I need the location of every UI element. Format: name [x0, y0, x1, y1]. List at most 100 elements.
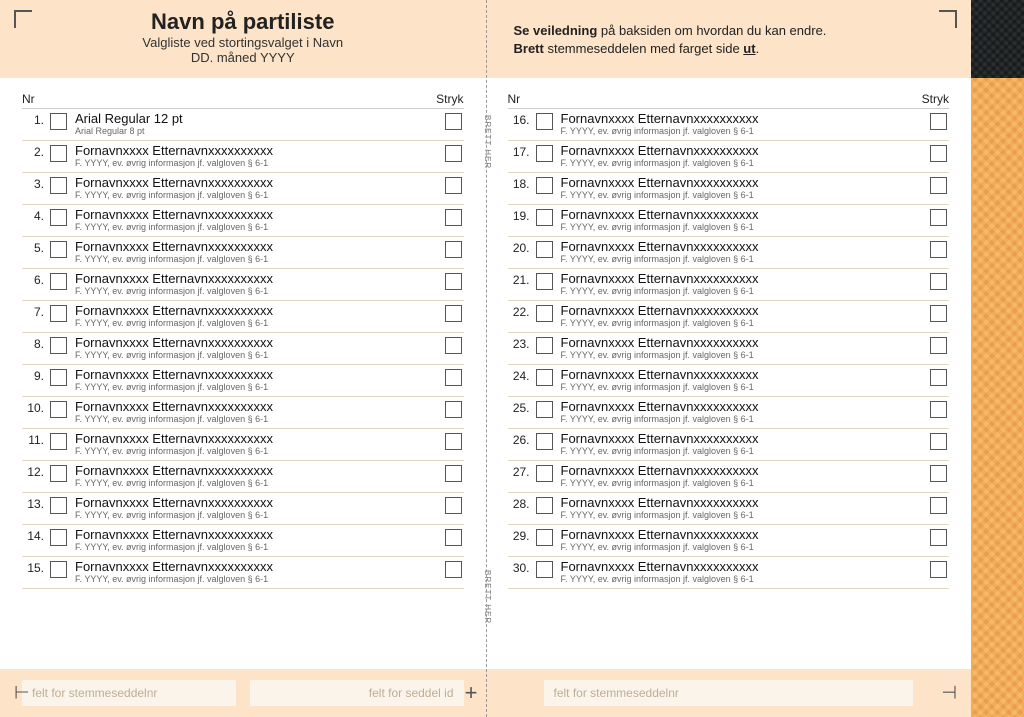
- strike-checkbox[interactable]: [930, 401, 947, 418]
- strike-checkbox[interactable]: [930, 273, 947, 290]
- personal-vote-checkbox[interactable]: [536, 241, 553, 258]
- strike-checkbox[interactable]: [930, 465, 947, 482]
- candidate-number: 6.: [22, 272, 46, 287]
- candidate-number: 16.: [508, 112, 532, 127]
- strike-checkbox[interactable]: [930, 529, 947, 546]
- candidate-name: Fornavnxxxx Etternavnxxxxxxxxxx: [561, 368, 923, 382]
- candidate-name: Fornavnxxxx Etternavnxxxxxxxxxx: [561, 240, 923, 254]
- candidate-number: 1.: [22, 112, 46, 127]
- candidate-number: 9.: [22, 368, 46, 383]
- candidate-row: 3.Fornavnxxxx EtternavnxxxxxxxxxxF. YYYY…: [22, 173, 464, 205]
- instr-text-1: på baksiden om hvordan du kan endre.: [597, 23, 826, 38]
- candidate-name: Fornavnxxxx Etternavnxxxxxxxxxx: [561, 336, 923, 350]
- candidate-row: 19.Fornavnxxxx EtternavnxxxxxxxxxxF. YYY…: [508, 205, 950, 237]
- strike-checkbox[interactable]: [930, 145, 947, 162]
- personal-vote-checkbox[interactable]: [536, 305, 553, 322]
- strike-checkbox[interactable]: [445, 497, 462, 514]
- candidate-name: Fornavnxxxx Etternavnxxxxxxxxxx: [561, 432, 923, 446]
- personal-vote-checkbox[interactable]: [50, 241, 67, 258]
- candidate-info: F. YYYY, ev. øvrig informasjon jf. valgl…: [75, 543, 437, 553]
- candidate-info: F. YYYY, ev. øvrig informasjon jf. valgl…: [75, 319, 437, 329]
- strike-checkbox[interactable]: [930, 337, 947, 354]
- strike-checkbox[interactable]: [445, 113, 462, 130]
- candidate-text: Fornavnxxxx EtternavnxxxxxxxxxxF. YYYY, …: [561, 112, 923, 137]
- personal-vote-checkbox[interactable]: [536, 177, 553, 194]
- personal-vote-checkbox[interactable]: [536, 561, 553, 578]
- candidate-name: Arial Regular 12 pt: [75, 112, 437, 126]
- personal-vote-checkbox[interactable]: [536, 113, 553, 130]
- personal-vote-checkbox[interactable]: [536, 433, 553, 450]
- candidate-number: 19.: [508, 208, 532, 223]
- personal-vote-checkbox[interactable]: [50, 305, 67, 322]
- strike-checkbox[interactable]: [445, 369, 462, 386]
- candidate-row: 12.Fornavnxxxx EtternavnxxxxxxxxxxF. YYY…: [22, 461, 464, 493]
- strike-checkbox[interactable]: [445, 241, 462, 258]
- personal-vote-checkbox[interactable]: [50, 465, 67, 482]
- personal-vote-checkbox[interactable]: [50, 369, 67, 386]
- strike-checkbox[interactable]: [930, 209, 947, 226]
- strike-checkbox[interactable]: [930, 369, 947, 386]
- plus-mark-icon: +: [465, 680, 478, 706]
- candidate-row: 16. Fornavnxxxx EtternavnxxxxxxxxxxF. YYY…: [508, 109, 950, 141]
- strike-checkbox[interactable]: [930, 305, 947, 322]
- instr-text-2: stemmeseddelen med farget side: [544, 41, 743, 56]
- personal-vote-checkbox[interactable]: [536, 209, 553, 226]
- strike-checkbox[interactable]: [445, 337, 462, 354]
- ballot-number-field: felt for stemmeseddelnr: [22, 680, 236, 706]
- candidate-number: 27.: [508, 464, 532, 479]
- candidate-info: F. YYYY, ev. øvrig informasjon jf. valgl…: [561, 255, 923, 265]
- personal-vote-checkbox[interactable]: [536, 369, 553, 386]
- candidate-info: F. YYYY, ev. øvrig informasjon jf. valgl…: [561, 383, 923, 393]
- personal-vote-checkbox[interactable]: [536, 529, 553, 546]
- strike-checkbox[interactable]: [445, 145, 462, 162]
- strike-checkbox[interactable]: [930, 113, 947, 130]
- candidate-text: Fornavnxxxx EtternavnxxxxxxxxxxF. YYYY, …: [75, 496, 437, 521]
- strike-checkbox[interactable]: [445, 433, 462, 450]
- strike-checkbox[interactable]: [445, 529, 462, 546]
- candidate-text: Fornavnxxxx EtternavnxxxxxxxxxxF. YYYY, …: [561, 560, 923, 585]
- personal-vote-checkbox[interactable]: [50, 145, 67, 162]
- strike-checkbox[interactable]: [930, 241, 947, 258]
- personal-vote-checkbox[interactable]: [50, 529, 67, 546]
- personal-vote-checkbox[interactable]: [50, 337, 67, 354]
- personal-vote-checkbox[interactable]: [536, 401, 553, 418]
- header-stryk: Stryk: [436, 92, 463, 106]
- personal-vote-checkbox[interactable]: [50, 113, 67, 130]
- candidate-number: 8.: [22, 336, 46, 351]
- strike-checkbox[interactable]: [930, 561, 947, 578]
- strike-checkbox[interactable]: [445, 401, 462, 418]
- strike-checkbox[interactable]: [930, 433, 947, 450]
- personal-vote-checkbox[interactable]: [50, 273, 67, 290]
- crop-mark-icon: [14, 10, 32, 28]
- candidate-number: 13.: [22, 496, 46, 511]
- personal-vote-checkbox[interactable]: [536, 465, 553, 482]
- ballot-page: Navn på partiliste Valgliste ved stortin…: [0, 0, 1024, 717]
- candidate-name: Fornavnxxxx Etternavnxxxxxxxxxx: [561, 528, 923, 542]
- candidate-name: Fornavnxxxx Etternavnxxxxxxxxxx: [561, 560, 923, 574]
- candidate-text: Fornavnxxxx EtternavnxxxxxxxxxxF. YYYY, …: [561, 176, 923, 201]
- personal-vote-checkbox[interactable]: [536, 337, 553, 354]
- personal-vote-checkbox[interactable]: [50, 209, 67, 226]
- candidate-info: F. YYYY, ev. øvrig informasjon jf. valgl…: [561, 191, 923, 201]
- strike-checkbox[interactable]: [930, 497, 947, 514]
- personal-vote-checkbox[interactable]: [50, 561, 67, 578]
- candidate-name: Fornavnxxxx Etternavnxxxxxxxxxx: [75, 336, 437, 350]
- personal-vote-checkbox[interactable]: [536, 273, 553, 290]
- candidate-number: 11.: [22, 432, 46, 447]
- strike-checkbox[interactable]: [445, 177, 462, 194]
- candidate-info: F. YYYY, ev. øvrig informasjon jf. valgl…: [561, 159, 923, 169]
- strike-checkbox[interactable]: [445, 305, 462, 322]
- personal-vote-checkbox[interactable]: [50, 177, 67, 194]
- candidate-info: F. YYYY, ev. øvrig informasjon jf. valgl…: [75, 479, 437, 489]
- personal-vote-checkbox[interactable]: [50, 401, 67, 418]
- personal-vote-checkbox[interactable]: [50, 433, 67, 450]
- personal-vote-checkbox[interactable]: [536, 145, 553, 162]
- strike-checkbox[interactable]: [930, 177, 947, 194]
- personal-vote-checkbox[interactable]: [50, 497, 67, 514]
- strike-checkbox[interactable]: [445, 209, 462, 226]
- personal-vote-checkbox[interactable]: [536, 497, 553, 514]
- strike-checkbox[interactable]: [445, 273, 462, 290]
- strike-checkbox[interactable]: [445, 561, 462, 578]
- strike-checkbox[interactable]: [445, 465, 462, 482]
- candidate-row: 18.Fornavnxxxx EtternavnxxxxxxxxxxF. YYY…: [508, 173, 950, 205]
